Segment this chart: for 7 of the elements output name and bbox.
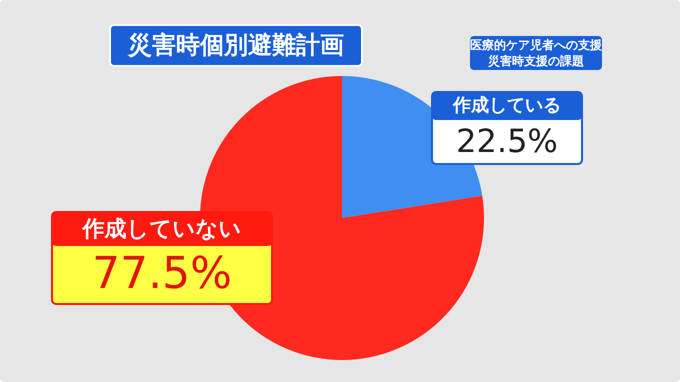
data-label: 77.5% — [92, 248, 232, 299]
slice-label: 作成している — [452, 95, 561, 116]
chart-title: 災害時個別避難計画 — [127, 31, 344, 59]
data-label: 22.5% — [456, 122, 558, 160]
text: 災害時支援の課題 — [487, 54, 584, 68]
slice-label: 作成していない — [82, 217, 242, 242]
text: 医療的ケア児者への支援 — [470, 38, 603, 52]
